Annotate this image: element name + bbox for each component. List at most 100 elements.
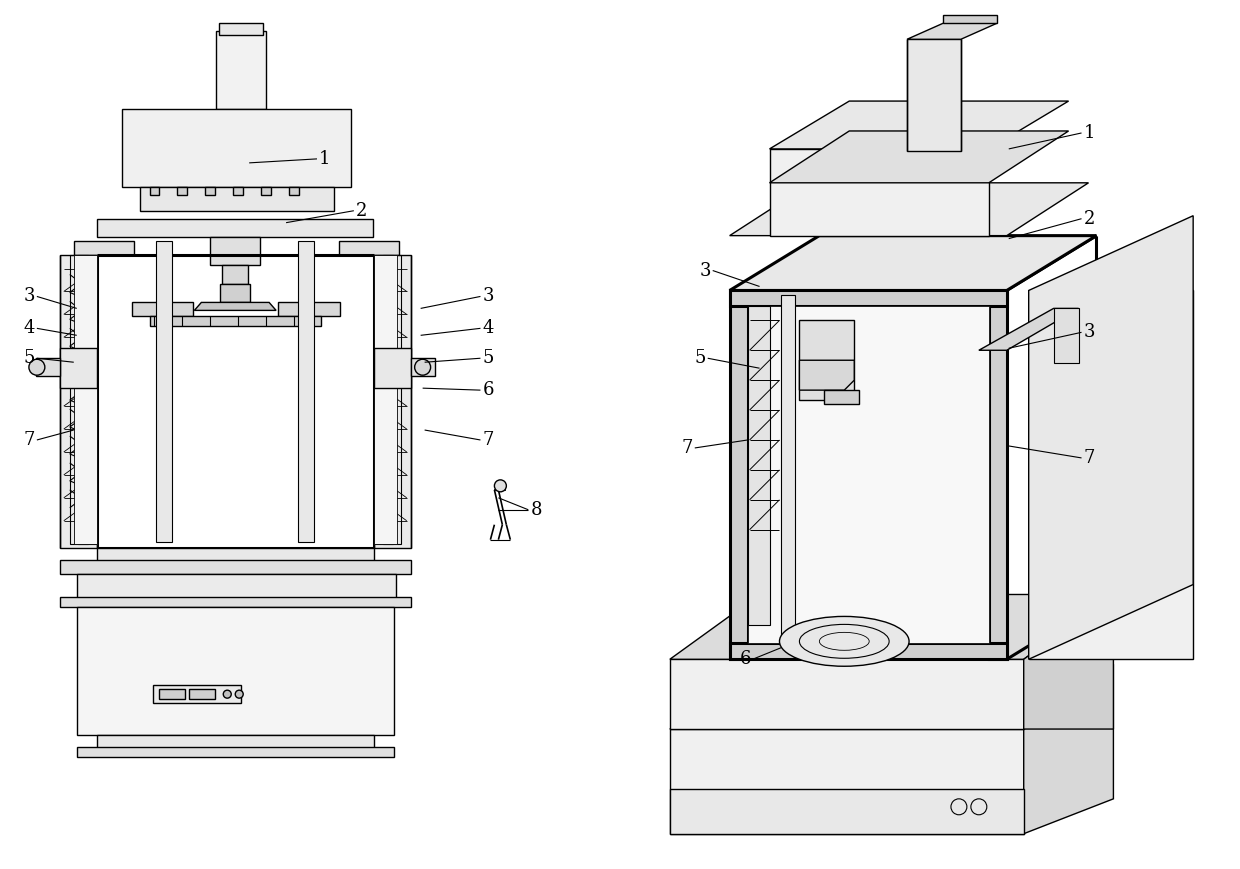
Bar [97,547,373,564]
Bar [77,747,394,757]
Polygon shape [800,361,854,390]
Polygon shape [1024,594,1114,729]
Bar [729,290,748,660]
Bar [177,187,187,195]
Bar [221,284,250,302]
Bar [219,23,263,36]
Bar [748,307,988,643]
Ellipse shape [780,616,909,667]
Bar [800,321,854,400]
Bar [150,316,321,327]
Bar [36,358,60,376]
Text: 4: 4 [24,319,35,337]
Text: 5: 5 [694,349,706,368]
Bar [60,255,97,547]
Polygon shape [978,308,1079,350]
Bar [97,735,373,751]
Polygon shape [729,182,1089,235]
Circle shape [223,690,231,698]
Bar [122,109,351,187]
Polygon shape [670,664,1114,729]
Text: 5: 5 [24,349,35,368]
Bar [77,607,394,735]
Polygon shape [1029,216,1193,660]
Bar [131,302,193,316]
Bar [206,187,216,195]
Text: 6: 6 [482,381,494,399]
Bar [729,643,1007,660]
Bar [156,241,172,541]
Bar [216,31,267,109]
Text: 3: 3 [1084,323,1095,342]
Bar [60,598,410,607]
Text: 1: 1 [1084,124,1095,142]
Text: 7: 7 [482,431,494,449]
Bar [211,236,260,264]
Text: 7: 7 [682,439,693,457]
Polygon shape [729,235,1096,290]
Bar [298,241,314,541]
Text: 1: 1 [319,149,331,168]
Bar [73,241,134,255]
Bar [410,358,434,376]
Bar [160,689,186,700]
Bar [140,187,334,210]
Circle shape [495,480,506,492]
Bar [190,689,216,700]
Bar [262,187,272,195]
Bar [373,348,410,388]
Polygon shape [942,16,997,23]
Bar [60,348,97,388]
Bar [374,255,401,544]
Bar [770,149,988,235]
Polygon shape [1024,664,1114,833]
Text: 7: 7 [1084,449,1095,467]
Bar [78,255,88,544]
Circle shape [414,359,430,375]
Text: 7: 7 [24,431,35,449]
Circle shape [236,690,243,698]
Polygon shape [770,131,1069,182]
Text: 3: 3 [482,288,494,305]
Text: 3: 3 [699,262,712,280]
Bar [748,307,770,626]
Bar [670,789,1024,833]
Bar [97,219,373,236]
Bar [73,255,97,544]
Bar [373,255,397,544]
Bar [729,614,1003,660]
Bar [825,390,859,404]
Text: 6: 6 [739,650,751,668]
Text: 3: 3 [24,288,36,305]
Polygon shape [770,101,1069,149]
Bar [278,302,340,316]
Bar [670,729,1024,833]
Bar [150,187,160,195]
Bar [1054,308,1079,363]
Bar [154,685,242,703]
Bar [77,574,396,601]
Bar [233,187,243,195]
Text: 5: 5 [482,349,494,368]
Bar [222,264,248,284]
Bar [69,255,95,544]
Polygon shape [195,302,277,310]
Text: 2: 2 [356,202,367,220]
Circle shape [29,359,45,375]
Bar [373,255,410,547]
Bar [1029,290,1193,660]
Bar [289,187,299,195]
Bar [781,295,795,640]
Bar [729,290,1007,307]
Text: 8: 8 [531,501,542,519]
Bar [988,290,1007,660]
Text: 4: 4 [482,319,494,337]
Polygon shape [908,23,997,39]
Bar [60,560,410,574]
Bar [670,660,1024,729]
Bar [339,241,399,255]
Polygon shape [670,594,1114,660]
Bar [383,255,393,544]
Text: 2: 2 [1084,209,1095,228]
Bar [908,39,961,151]
